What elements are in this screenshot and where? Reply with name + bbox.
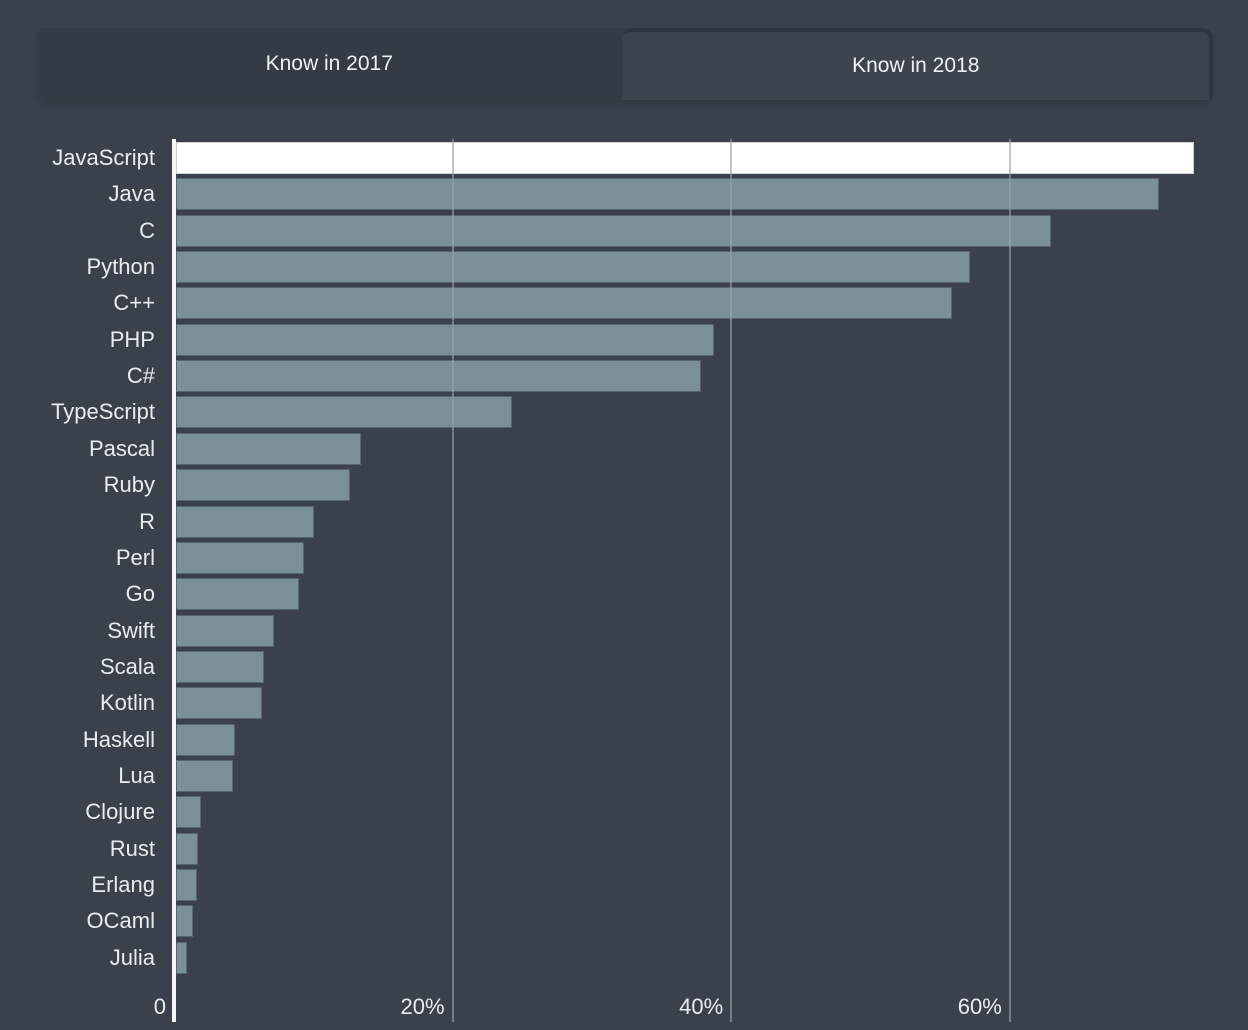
category-label-kotlin: Kotlin (99, 690, 155, 716)
grid-line-20 (451, 139, 454, 1022)
bar-typescript[interactable] (176, 396, 512, 429)
bar-julia[interactable] (176, 941, 188, 974)
bar-erlang[interactable] (176, 869, 197, 901)
category-label-typescript: TypeScript (51, 399, 155, 425)
category-label-perl: Perl (115, 544, 155, 570)
bar-haskell[interactable] (176, 723, 235, 756)
category-label-c: C++ (113, 290, 155, 316)
category-label-lua: Lua (118, 762, 155, 788)
language-bar-chart: JavaScript Java C Python C++ PHP C# TypeScript P… (0, 139, 1248, 1022)
bar-r[interactable] (176, 505, 314, 538)
x-tick-label-20: 20% (400, 994, 445, 1019)
category-label-python: Python (86, 254, 156, 280)
bar-swift[interactable] (176, 614, 274, 647)
bar-c[interactable] (176, 287, 952, 320)
category-label-swift: Swift (107, 617, 155, 643)
bar-kotlin[interactable] (176, 687, 263, 720)
x-tick-label-60: 60% (957, 994, 1002, 1019)
bar-java[interactable] (176, 178, 1160, 211)
category-label-scala: Scala (99, 653, 155, 679)
bar-ruby[interactable] (176, 469, 351, 502)
bar-clojure[interactable] (176, 796, 202, 829)
bar-c[interactable] (176, 360, 702, 393)
category-label-julia: Julia (109, 944, 155, 970)
bar-pascal[interactable] (176, 432, 362, 465)
category-label-clojure: Clojure (85, 799, 155, 825)
category-label-rust: Rust (109, 835, 155, 861)
category-label-java: Java (108, 181, 155, 207)
bar-c[interactable] (176, 214, 1051, 247)
bar-rust[interactable] (176, 832, 199, 865)
bar-javascript[interactable] (176, 142, 1195, 174)
category-label-ruby: Ruby (103, 472, 155, 498)
bar-perl[interactable] (176, 541, 305, 574)
tab-know-in-2018[interactable]: Know in 2018 (622, 28, 1213, 100)
category-label-go: Go (125, 581, 155, 607)
category-label-javascript: JavaScript (52, 145, 155, 170)
bar-ocaml[interactable] (176, 905, 193, 938)
bar-scala[interactable] (176, 650, 264, 683)
category-label-c: C# (126, 363, 155, 389)
bar-python[interactable] (176, 251, 970, 284)
category-label-haskell: Haskell (82, 726, 155, 752)
category-label-erlang: Erlang (91, 872, 155, 897)
category-label-ocaml: OCaml (86, 908, 155, 934)
category-label-php: PHP (109, 326, 155, 352)
bar-php[interactable] (176, 323, 714, 356)
tab-know-in-2017[interactable]: Know in 2017 (265, 52, 393, 75)
x-tick-label-0: 0 (153, 994, 166, 1019)
year-tab-bar: Know in 2017 Know in 2018 (36, 28, 1213, 100)
category-label-c: C (139, 217, 155, 243)
category-label-r: R (139, 508, 155, 534)
x-tick-label-40: 40% (679, 994, 724, 1019)
bar-go[interactable] (176, 578, 299, 611)
bar-lua[interactable] (176, 759, 234, 792)
grid-line-60 (1008, 139, 1011, 1022)
grid-line-40 (730, 139, 733, 1022)
y-axis-line (172, 139, 176, 1022)
category-label-pascal: Pascal (88, 435, 155, 461)
